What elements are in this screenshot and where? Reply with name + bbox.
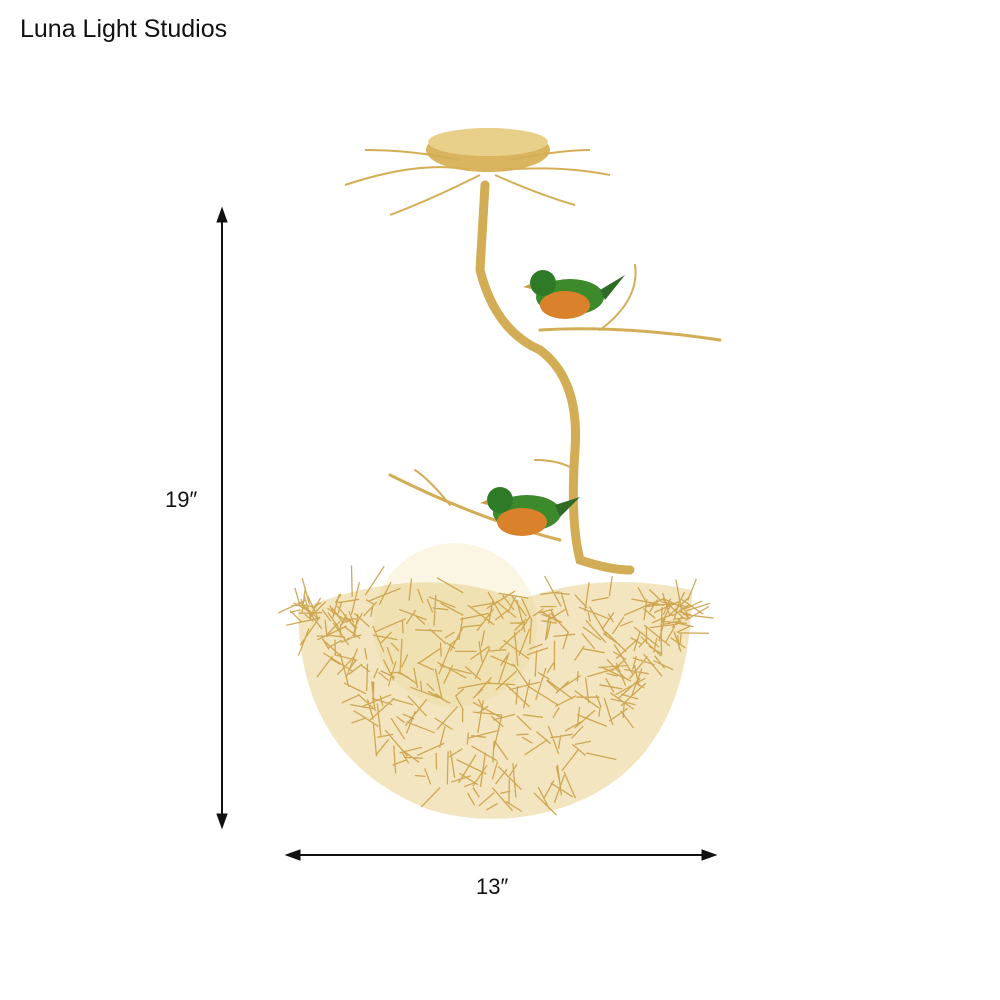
bird-upper (523, 270, 625, 319)
height-label: 19″ (165, 487, 198, 512)
ceiling-canopy (344, 128, 611, 216)
bird-lower (480, 487, 580, 536)
height-dimension-arrow (216, 206, 228, 830)
width-label: 13″ (476, 874, 509, 899)
branch-stem (388, 180, 722, 575)
wire-nest-shade (278, 565, 714, 819)
brand-name: Luna Light Studios (20, 15, 228, 43)
width-dimension-arrow (284, 849, 718, 861)
nest-wire-strands (278, 565, 714, 816)
